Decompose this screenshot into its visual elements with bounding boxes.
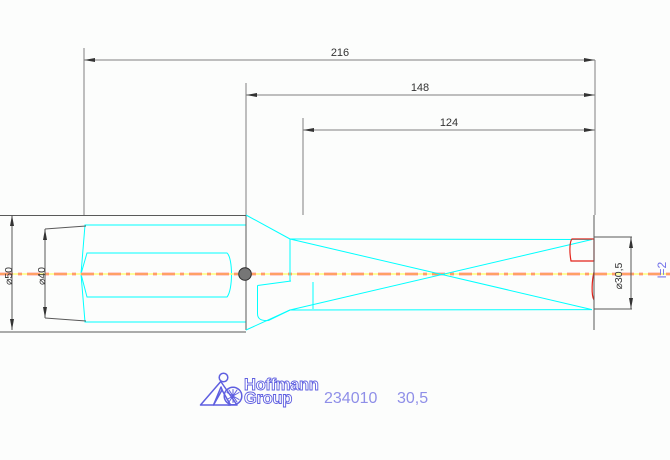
svg-text:124: 124 — [440, 117, 458, 129]
svg-text:⌀30,5: ⌀30,5 — [613, 262, 625, 289]
svg-text:216: 216 — [331, 47, 349, 59]
svg-text:234010: 234010 — [324, 390, 377, 407]
svg-text:30,5: 30,5 — [397, 390, 428, 407]
svg-text:⌀40: ⌀40 — [36, 267, 48, 285]
svg-text:⌀50: ⌀50 — [3, 267, 15, 285]
svg-text:l=2: l=2 — [655, 262, 669, 279]
svg-text:Group: Group — [244, 390, 292, 408]
svg-text:148: 148 — [411, 82, 429, 94]
